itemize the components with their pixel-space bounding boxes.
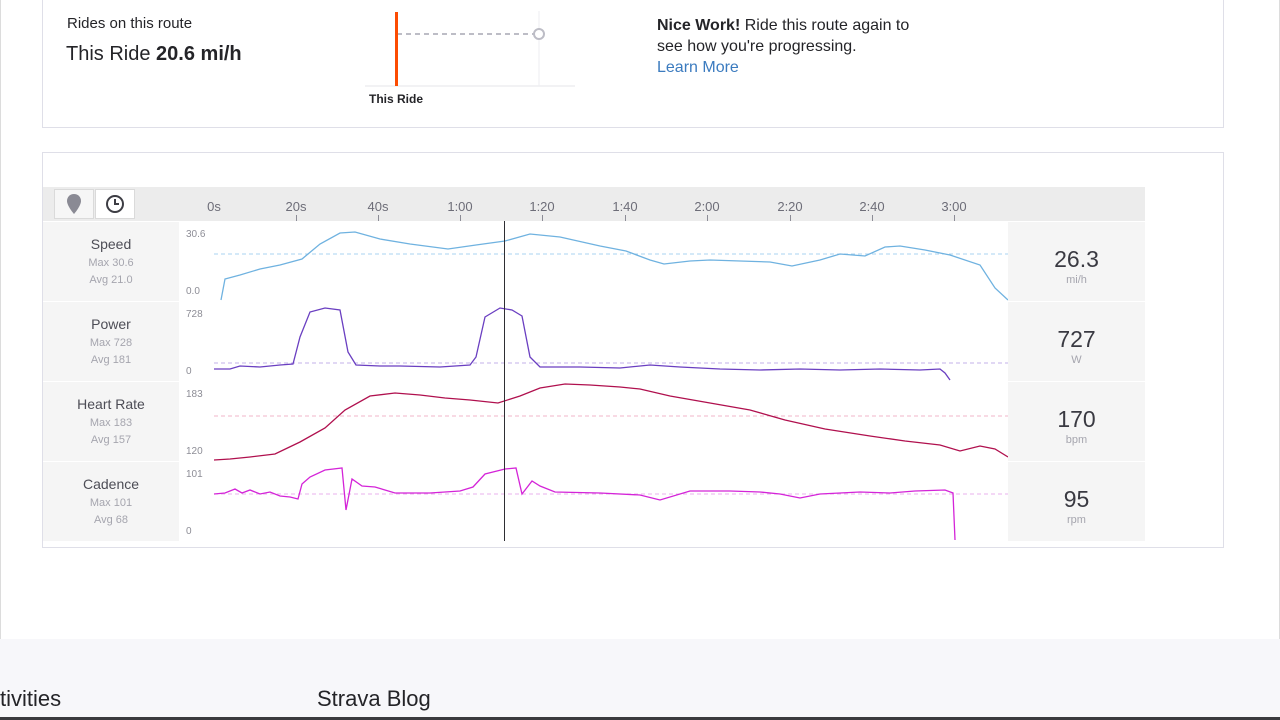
power-axis-max: 728 bbox=[186, 309, 203, 320]
time-tick-mark bbox=[790, 215, 791, 221]
speed-line bbox=[220, 231, 1009, 301]
power-plot[interactable]: 728 0 bbox=[180, 302, 1008, 381]
speed-plot[interactable]: 30.6 0.0 bbox=[180, 222, 1009, 301]
cadence-avg: Avg 68 bbox=[93, 514, 129, 526]
power-stat-panel: Power Max 728 Avg 181 bbox=[43, 302, 179, 381]
heart-rate-max: Max 183 bbox=[89, 417, 133, 429]
this-ride-speed: This Ride 20.6 mi/h bbox=[66, 43, 242, 66]
time-axis: 0s 20s 40s 1:00 1:20 1:40 2:00 2:20 2:40… bbox=[180, 187, 1008, 221]
this-ride-prefix: This Ride bbox=[66, 43, 151, 65]
heart-rate-stat-panel: Heart Rate Max 183 Avg 157 bbox=[43, 382, 179, 461]
distance-mode-button[interactable] bbox=[54, 189, 94, 219]
time-tick-label: 20s bbox=[285, 199, 307, 214]
nice-work-message: Nice Work! Ride this route again to see … bbox=[657, 15, 917, 78]
power-label: Power bbox=[91, 316, 131, 332]
heart-rate-current-panel: 170 bpm bbox=[1008, 382, 1145, 461]
power-current-value: 727 bbox=[1057, 326, 1096, 352]
cadence-line bbox=[213, 467, 956, 541]
this-ride-bar bbox=[395, 12, 398, 86]
time-tick-label: 40s bbox=[367, 199, 389, 214]
cadence-unit: rpm bbox=[1067, 514, 1086, 526]
heart-rate-line bbox=[213, 383, 1009, 461]
time-tick-label: 2:40 bbox=[859, 199, 885, 214]
power-axis-min: 0 bbox=[186, 366, 192, 377]
time-tick-label: 1:00 bbox=[447, 199, 473, 214]
heart-rate-axis-min: 120 bbox=[186, 446, 203, 457]
heart-rate-unit: bpm bbox=[1065, 434, 1088, 446]
time-tick-mark bbox=[707, 215, 708, 221]
this-ride-speed-value: 20.6 mi/h bbox=[156, 43, 242, 65]
map-pin-icon bbox=[67, 194, 81, 214]
speed-unit: mi/h bbox=[1066, 274, 1087, 286]
learn-more-link[interactable]: Learn More bbox=[657, 59, 739, 76]
speed-current-value: 26.3 bbox=[1054, 246, 1099, 272]
footer bbox=[0, 639, 1280, 720]
time-tick-mark bbox=[542, 215, 543, 221]
speed-max: Max 30.6 bbox=[88, 257, 134, 269]
speed-stat-panel: Speed Max 30.6 Avg 21.0 bbox=[43, 222, 179, 301]
power-current-panel: 727 W bbox=[1008, 302, 1145, 381]
cadence-current-panel: 95 rpm bbox=[1008, 462, 1145, 541]
rides-on-route-label: Rides on this route bbox=[67, 15, 193, 32]
speed-label: Speed bbox=[90, 236, 132, 252]
speed-axis-min: 0.0 bbox=[186, 286, 200, 297]
heart-rate-label: Heart Rate bbox=[77, 396, 145, 412]
time-tick-mark bbox=[954, 215, 955, 221]
nice-work-title: Nice Work! bbox=[657, 17, 741, 34]
page-edge-left bbox=[0, 0, 1, 640]
cadence-stat-panel: Cadence Max 101 Avg 68 bbox=[43, 462, 179, 541]
time-tick-label: 0s bbox=[207, 199, 221, 214]
footer-strava-blog-link[interactable]: Strava Blog bbox=[317, 686, 431, 711]
heart-rate-avg: Avg 157 bbox=[90, 434, 132, 446]
time-tick-mark bbox=[625, 215, 626, 221]
heart-rate-row[interactable]: Heart Rate Max 183 Avg 157 183 120 170 b… bbox=[43, 382, 1145, 461]
clock-icon bbox=[106, 195, 124, 213]
speed-row[interactable]: Speed Max 30.6 Avg 21.0 30.6 0.0 26.3 mi… bbox=[43, 222, 1145, 301]
speed-avg: Avg 21.0 bbox=[89, 274, 133, 286]
cadence-graph bbox=[213, 467, 1008, 541]
time-tick-mark bbox=[378, 215, 379, 221]
time-tick-label: 2:00 bbox=[694, 199, 720, 214]
time-tick-mark bbox=[872, 215, 873, 221]
heart-rate-graph bbox=[213, 383, 1009, 461]
power-line bbox=[214, 307, 951, 381]
heart-rate-axis-max: 183 bbox=[186, 389, 203, 400]
speed-graph bbox=[214, 231, 1009, 301]
cadence-axis-max: 101 bbox=[186, 469, 203, 480]
nice-work-text: Ride this route again to see how you're … bbox=[657, 17, 910, 55]
time-tick-mark bbox=[460, 215, 461, 221]
this-ride-chart-label: This Ride bbox=[369, 92, 424, 106]
speed-current-panel: 26.3 mi/h bbox=[1008, 222, 1145, 301]
rides-mini-chart bbox=[365, 11, 575, 87]
cadence-label: Cadence bbox=[82, 476, 140, 492]
time-tick-label: 2:20 bbox=[777, 199, 803, 214]
heart-rate-current-value: 170 bbox=[1057, 406, 1096, 432]
cadence-current-value: 95 bbox=[1063, 486, 1090, 512]
cadence-plot[interactable]: 101 0 bbox=[180, 462, 1008, 541]
footer-activities-link[interactable]: tivities bbox=[0, 686, 62, 711]
time-cursor[interactable] bbox=[504, 221, 505, 541]
heart-rate-plot[interactable]: 183 120 bbox=[180, 382, 1009, 461]
power-unit: W bbox=[1071, 354, 1082, 366]
time-tick-label: 1:20 bbox=[529, 199, 555, 214]
power-avg: Avg 181 bbox=[90, 354, 132, 366]
bottom-bar bbox=[0, 717, 1280, 720]
cadence-max: Max 101 bbox=[89, 497, 133, 509]
speed-axis-max: 30.6 bbox=[186, 229, 206, 240]
cadence-row[interactable]: Cadence Max 101 Avg 68 101 0 95 rpm bbox=[43, 462, 1145, 541]
power-row[interactable]: Power Max 728 Avg 181 728 0 727 W bbox=[43, 302, 1145, 381]
time-tick-mark bbox=[296, 215, 297, 221]
time-tick-label: 1:40 bbox=[612, 199, 638, 214]
time-mode-button[interactable] bbox=[95, 189, 135, 219]
analysis-toolbar bbox=[43, 187, 1145, 221]
power-graph bbox=[214, 307, 1008, 381]
power-max: Max 728 bbox=[89, 337, 133, 349]
cadence-axis-min: 0 bbox=[186, 526, 192, 537]
next-ride-point bbox=[533, 28, 545, 40]
time-tick-label: 3:00 bbox=[941, 199, 967, 214]
route-summary-card: Rides on this route This Ride 20.6 mi/h … bbox=[42, 0, 1224, 128]
